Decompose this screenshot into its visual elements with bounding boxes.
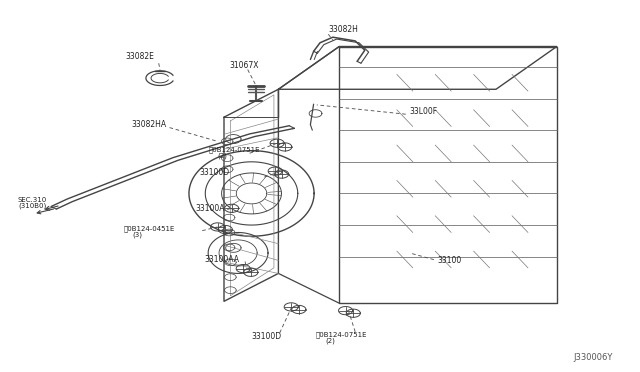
Text: 33100A: 33100A [195, 204, 225, 213]
Text: 33L00F: 33L00F [410, 107, 438, 116]
Text: (3): (3) [132, 231, 143, 238]
Text: J330006Y: J330006Y [573, 353, 613, 362]
Text: (2): (2) [218, 152, 227, 159]
Text: 31067X: 31067X [229, 61, 259, 70]
Text: (2): (2) [325, 337, 335, 344]
Text: (310B0): (310B0) [18, 202, 46, 209]
Text: 33082H: 33082H [328, 25, 358, 34]
Text: 33100AA: 33100AA [205, 255, 240, 264]
Text: Ⓑ0B124-0751E: Ⓑ0B124-0751E [209, 146, 260, 153]
Text: 33082E: 33082E [125, 52, 154, 61]
Text: Ⓑ0B124-0751E: Ⓑ0B124-0751E [316, 331, 367, 338]
Text: 33100: 33100 [437, 256, 461, 265]
Text: 33100D: 33100D [199, 169, 229, 177]
Text: 33100D: 33100D [252, 332, 282, 341]
Text: Ⓑ0B124-0451E: Ⓑ0B124-0451E [124, 225, 175, 232]
Text: SEC.310: SEC.310 [18, 197, 47, 203]
Text: 33082HA: 33082HA [131, 120, 166, 129]
